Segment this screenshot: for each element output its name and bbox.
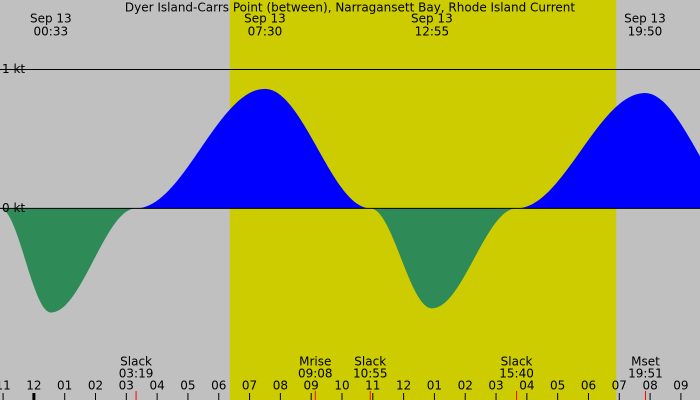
event-time: 15:40 [499, 367, 534, 381]
event-time: 19:51 [628, 367, 663, 381]
extreme-time: 07:30 [248, 25, 283, 39]
x-tick-label: 09 [673, 379, 688, 393]
event-name: Slack [354, 355, 386, 369]
current-lobe [136, 88, 371, 209]
x-tick-label: 07 [242, 379, 257, 393]
x-tick-label: 04 [519, 379, 534, 393]
current-lobe [516, 93, 700, 209]
x-tick-label: 08 [642, 379, 657, 393]
event-name: Mset [631, 355, 660, 369]
x-tick-label: 06 [581, 379, 596, 393]
x-tick-label: 04 [149, 379, 164, 393]
x-tick-label: 12 [26, 379, 41, 393]
x-tick-label: 03 [488, 379, 503, 393]
event-name: Mrise [299, 355, 331, 369]
y-tick-label: 0 kt [2, 201, 25, 215]
extreme-time: 12:55 [415, 25, 450, 39]
event-time: 09:08 [298, 367, 333, 381]
x-tick-label: 05 [180, 379, 195, 393]
x-tick-label: 02 [458, 379, 473, 393]
chart-title: Dyer Island-Carrs Point (between), Narra… [125, 1, 576, 15]
x-tick-label: 01 [57, 379, 72, 393]
x-tick-label: 05 [550, 379, 565, 393]
x-tick-label: 07 [612, 379, 627, 393]
event-name: Slack [120, 355, 152, 369]
event-time: 03:19 [119, 367, 154, 381]
extreme-time: 00:33 [34, 25, 69, 39]
extreme-date: Sep 13 [244, 12, 286, 26]
event-time: 10:55 [353, 367, 388, 381]
x-tick-label: 03 [119, 379, 134, 393]
event-name: Slack [501, 355, 533, 369]
x-tick-label: 11 [365, 379, 380, 393]
current-lobe [0, 208, 137, 313]
x-tick-label: 08 [273, 379, 288, 393]
x-tick-label: 10 [334, 379, 349, 393]
extreme-date: Sep 13 [411, 12, 453, 26]
extreme-date: Sep 13 [30, 12, 72, 26]
x-tick-label: 11 [0, 379, 11, 393]
x-tick-label: 09 [304, 379, 319, 393]
extreme-time: 19:50 [628, 25, 663, 39]
y-tick-label: 1 kt [2, 62, 25, 76]
x-tick-label: 01 [427, 379, 442, 393]
extreme-date: Sep 13 [624, 12, 666, 26]
x-tick-label: 12 [396, 379, 411, 393]
x-tick-label: 02 [88, 379, 103, 393]
current-lobe [370, 208, 517, 309]
x-tick-label: 06 [211, 379, 226, 393]
